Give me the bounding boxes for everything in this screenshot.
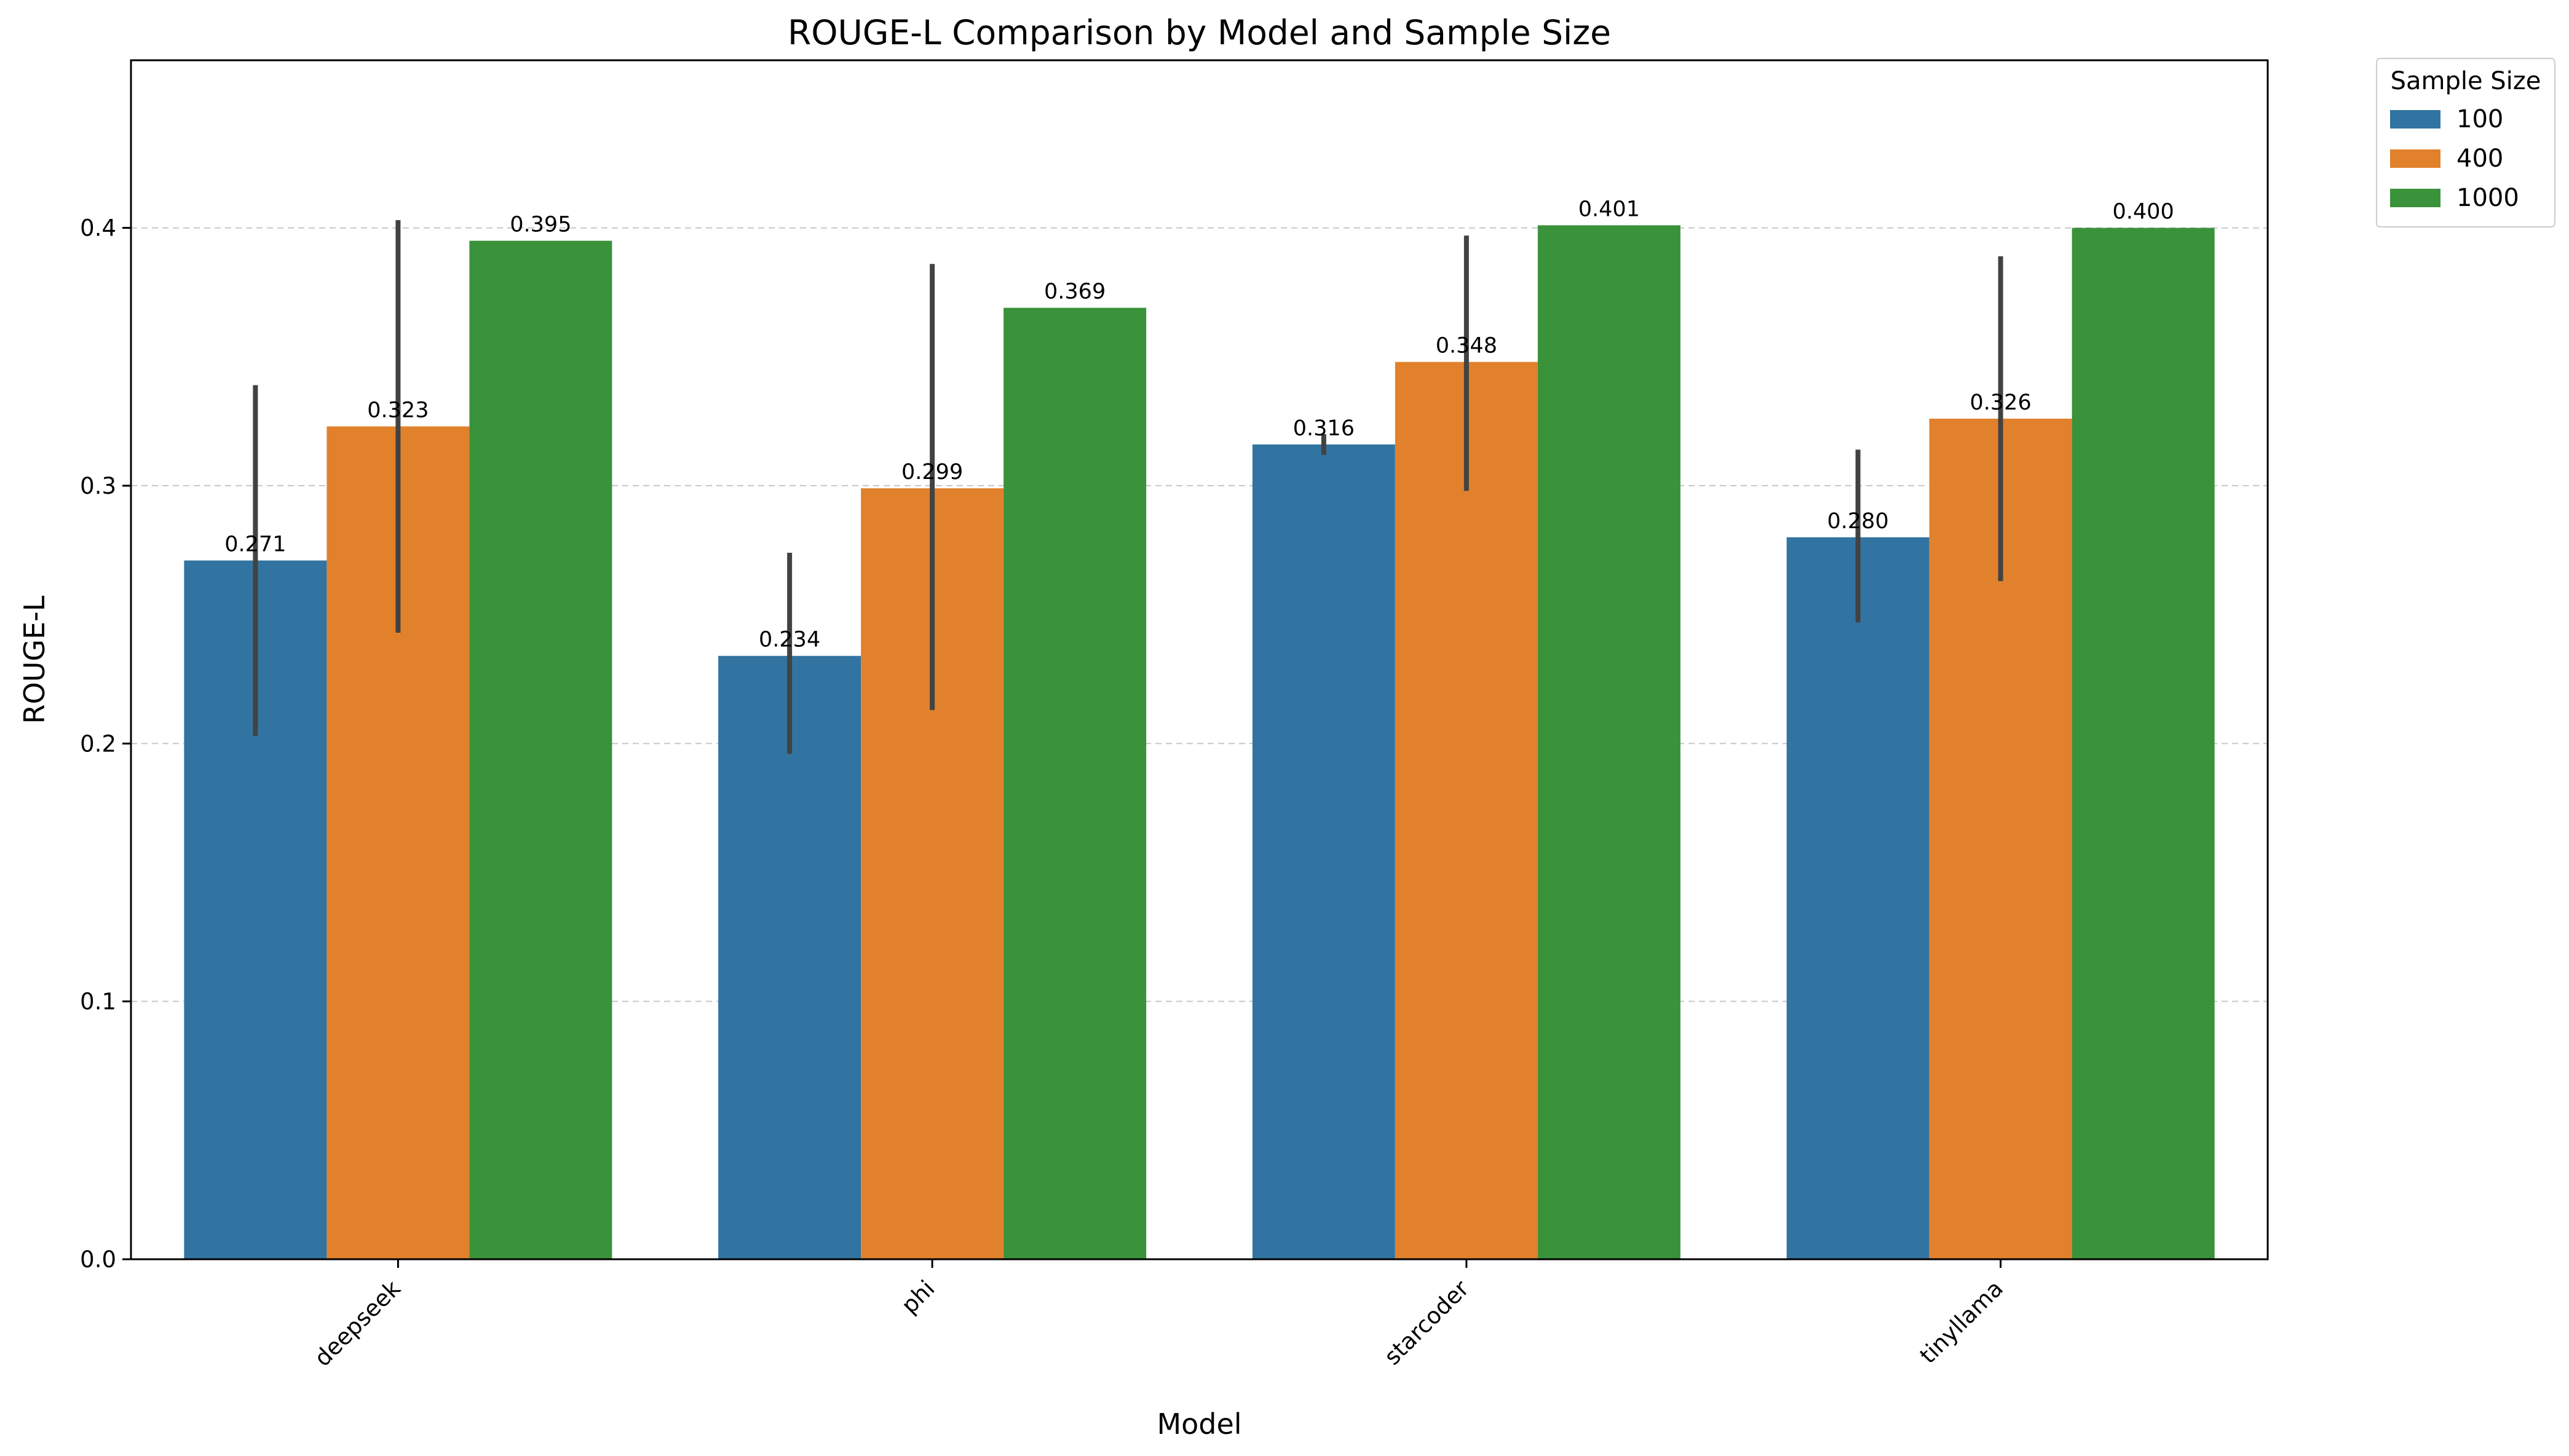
legend-items: 100 400 1000 [2390, 105, 2519, 212]
bar-value-label: 0.400 [2113, 200, 2174, 224]
bar [469, 240, 612, 1260]
bar [2072, 228, 2215, 1259]
y-tick-label: 0.3 [80, 473, 116, 499]
bar-value-label: 0.299 [901, 460, 963, 485]
bar-value-label: 0.326 [1970, 390, 2032, 415]
plot-frame [130, 59, 2269, 1260]
bar-value-label: 0.323 [367, 398, 429, 422]
bar-value-label: 0.369 [1044, 280, 1106, 304]
error-bars [253, 220, 2003, 754]
legend-swatch [2390, 189, 2440, 207]
chart-title: ROUGE-L Comparison by Model and Sample S… [788, 13, 1611, 52]
legend-label: 1000 [2456, 184, 2519, 212]
bar-value-label: 0.316 [1293, 416, 1355, 441]
bar [1003, 307, 1147, 1259]
bar-value-label: 0.395 [510, 213, 571, 237]
legend-label: 100 [2456, 105, 2503, 133]
bar-value-label: 0.401 [1578, 197, 1640, 221]
bar-value-label: 0.348 [1436, 334, 1497, 358]
bar-value-label: 0.234 [759, 628, 820, 652]
legend: Sample Size 100 400 1000 [2376, 58, 2555, 228]
legend-swatch [2390, 149, 2440, 168]
y-tick-label: 0.2 [80, 730, 116, 757]
legend-swatch [2390, 110, 2440, 129]
bar-value-label: 0.271 [224, 532, 286, 557]
bar [1252, 444, 1395, 1260]
bar [1537, 225, 1680, 1259]
y-tick-label: 0.0 [80, 1246, 116, 1273]
bar [1395, 362, 1538, 1259]
y-tick-label: 0.1 [80, 989, 116, 1015]
bar [718, 655, 861, 1259]
legend-box [2376, 58, 2555, 228]
legend-title: Sample Size [2391, 67, 2541, 95]
bar [1786, 537, 1930, 1260]
y-axis: 0.0 0.1 0.2 0.3 0.4 [80, 215, 131, 1273]
legend-label: 400 [2456, 144, 2503, 173]
bar-value-labels: 0.271 0.323 0.395 0.234 0.299 0.369 0.316 0.348… [224, 197, 2174, 652]
bar-value-label: 0.280 [1827, 509, 1889, 534]
y-axis-label: ROUGE-L [18, 595, 51, 724]
x-axis-label: Model [1157, 1407, 1241, 1441]
y-tick-label: 0.4 [80, 215, 116, 242]
